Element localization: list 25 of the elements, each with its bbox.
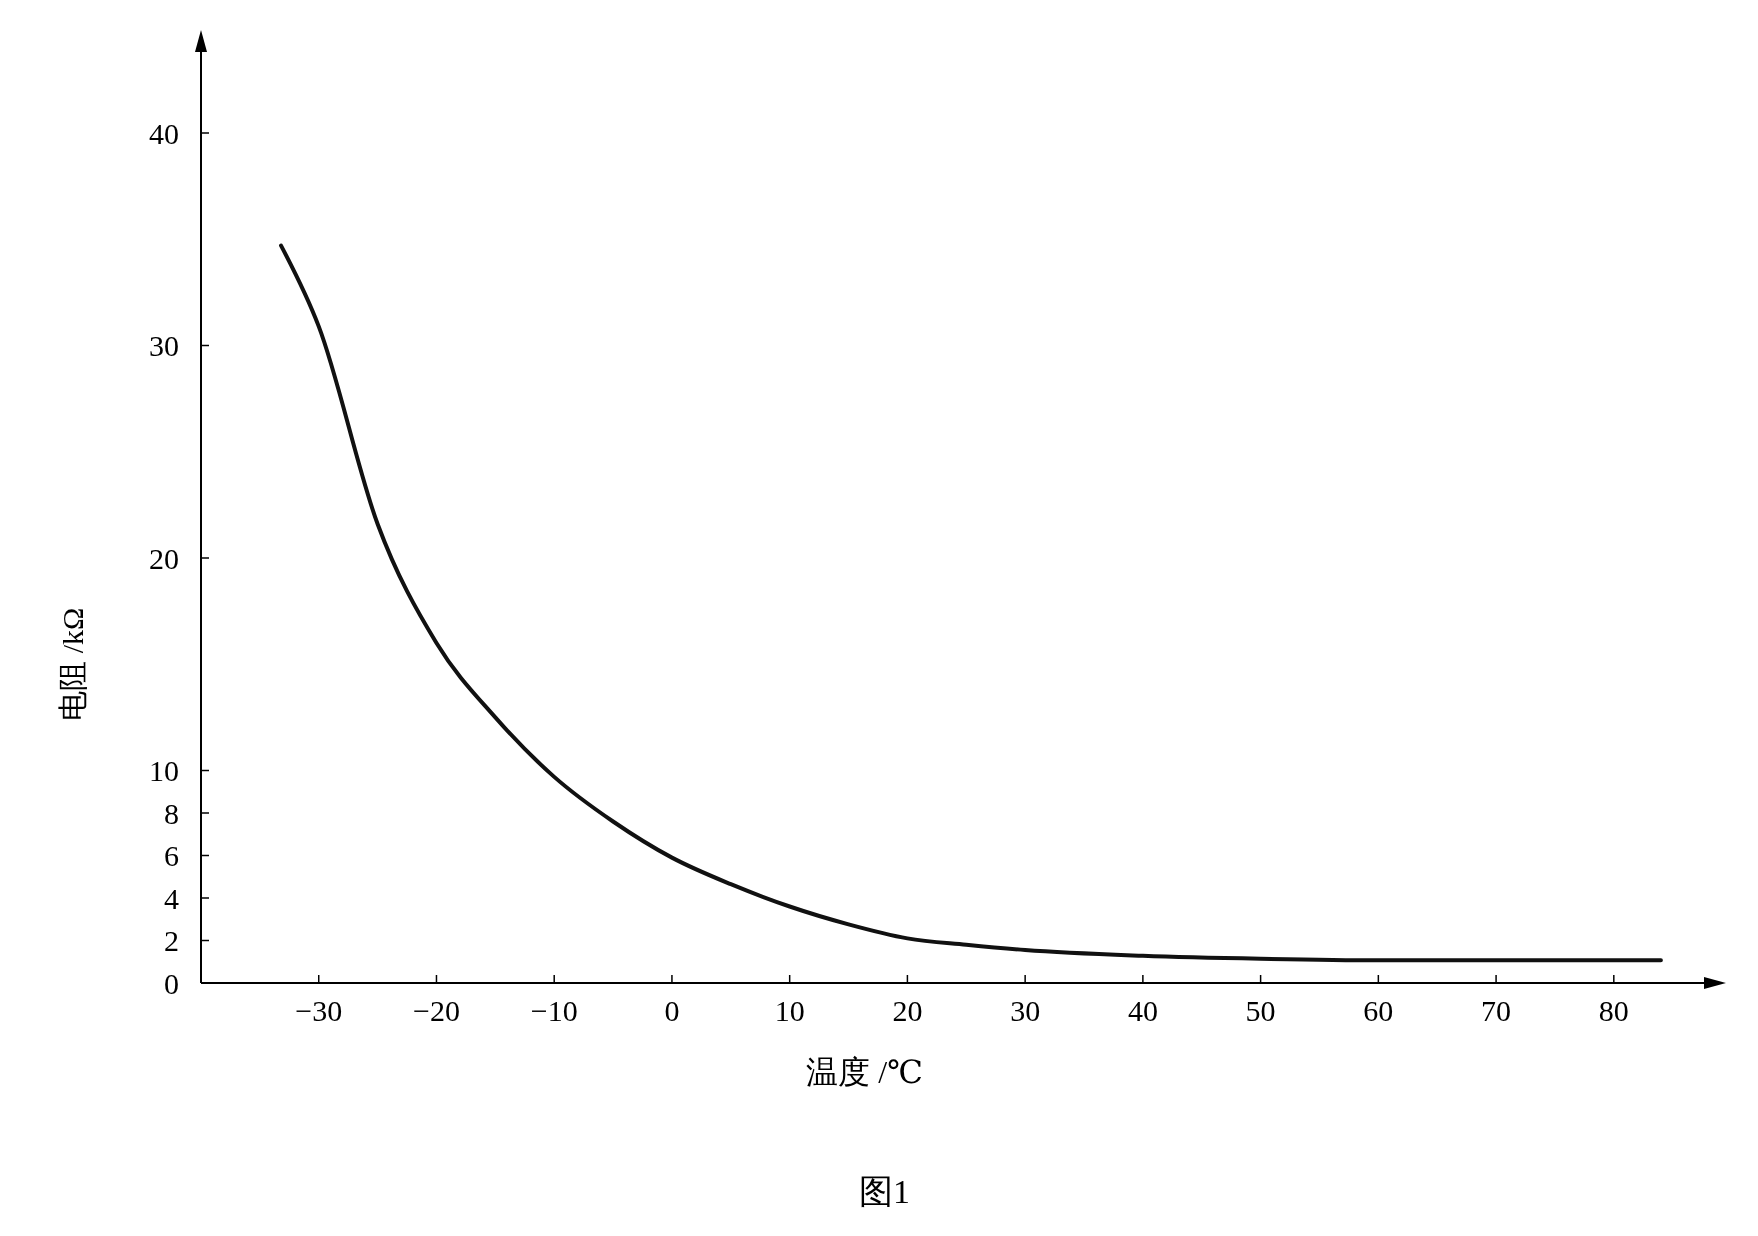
x-tick-label: −30: [295, 994, 343, 1027]
x-tick-label: 50: [1245, 994, 1276, 1027]
line-series: [279, 243, 1663, 963]
y-tick-label: 2: [164, 924, 179, 957]
x-tick-label: 40: [1127, 994, 1158, 1027]
caption: 图1: [859, 1173, 910, 1210]
y-tick-label: 20: [149, 541, 179, 575]
x-tick-label: 60: [1363, 994, 1394, 1027]
x-tick-label: 10: [774, 994, 805, 1027]
x-tick-label: −10: [530, 994, 578, 1027]
x-tick-label: −20: [413, 994, 460, 1027]
y-tick-label: 40: [149, 116, 179, 150]
y-tick-label: 0: [164, 966, 179, 1000]
y-tick-label: 4: [164, 881, 179, 915]
y-axis-title: 电阻 /kΩ: [56, 607, 89, 721]
x-tick-label: 80: [1598, 994, 1629, 1027]
x-tick-label: 20: [892, 994, 923, 1027]
x-tick-label: 70: [1481, 994, 1512, 1027]
x-tick-label: 30: [1010, 994, 1041, 1027]
y-tick-label: 8: [164, 796, 179, 830]
y-tick-label: 6: [164, 839, 179, 872]
y-tick-label: 10: [149, 754, 179, 787]
x-axis-title: 温度 /℃: [806, 1054, 923, 1090]
y-tick-label: 30: [149, 329, 179, 362]
x-tick-label: 0: [664, 994, 680, 1027]
